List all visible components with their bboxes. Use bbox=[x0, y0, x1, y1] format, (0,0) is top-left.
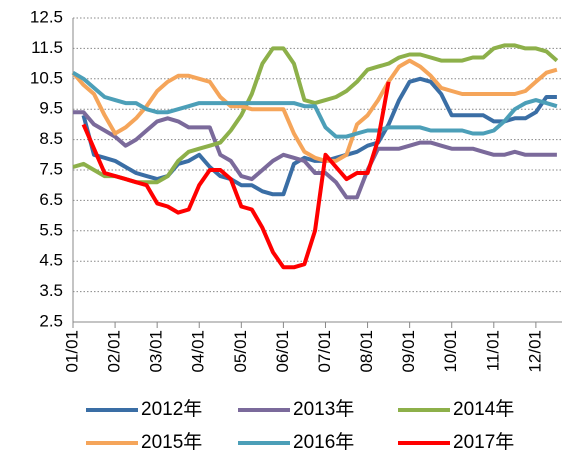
y-tick-label: 9.5 bbox=[39, 99, 63, 118]
legend-label: 2016年 bbox=[293, 431, 354, 453]
y-tick-label: 6.5 bbox=[39, 190, 63, 209]
x-tick-label: 06/01 bbox=[273, 330, 292, 373]
y-tick-label: 12.5 bbox=[30, 7, 63, 26]
y-tick-label: 10.5 bbox=[30, 68, 63, 87]
x-tick-label: 09/01 bbox=[399, 330, 418, 373]
x-tick-label: 08/01 bbox=[357, 330, 376, 373]
series-line bbox=[81, 81, 391, 270]
series-line bbox=[72, 43, 559, 185]
series-line bbox=[71, 58, 558, 163]
y-tick-label: 4.5 bbox=[39, 251, 63, 270]
x-tick-label: 03/01 bbox=[147, 330, 166, 373]
legend-label: 2012年 bbox=[141, 398, 202, 420]
legend-label: 2014年 bbox=[453, 398, 514, 420]
y-tick-label: 2.5 bbox=[39, 311, 63, 330]
y-tick-label: 3.5 bbox=[39, 281, 63, 300]
x-tick-label: 05/01 bbox=[231, 330, 250, 373]
y-tick-label: 8.5 bbox=[39, 129, 63, 148]
x-tick-label: 12/01 bbox=[525, 330, 544, 373]
x-tick-label: 11/01 bbox=[483, 330, 502, 371]
x-tick-label: 04/01 bbox=[189, 330, 208, 373]
x-tick-label: 07/01 bbox=[315, 330, 334, 373]
legend-label: 2015年 bbox=[141, 431, 202, 453]
y-tick-label: 5.5 bbox=[39, 220, 63, 239]
series-line bbox=[71, 70, 558, 139]
legend-label: 2013年 bbox=[293, 398, 354, 420]
x-tick-label: 10/01 bbox=[441, 330, 460, 373]
series-line bbox=[73, 110, 557, 200]
x-tick-label: 01/01 bbox=[62, 330, 81, 373]
legend-label: 2017年 bbox=[453, 431, 514, 453]
y-tick-label: 7.5 bbox=[39, 159, 63, 178]
x-tick-label: 02/01 bbox=[105, 330, 124, 373]
y-tick-label: 11.5 bbox=[31, 38, 63, 57]
